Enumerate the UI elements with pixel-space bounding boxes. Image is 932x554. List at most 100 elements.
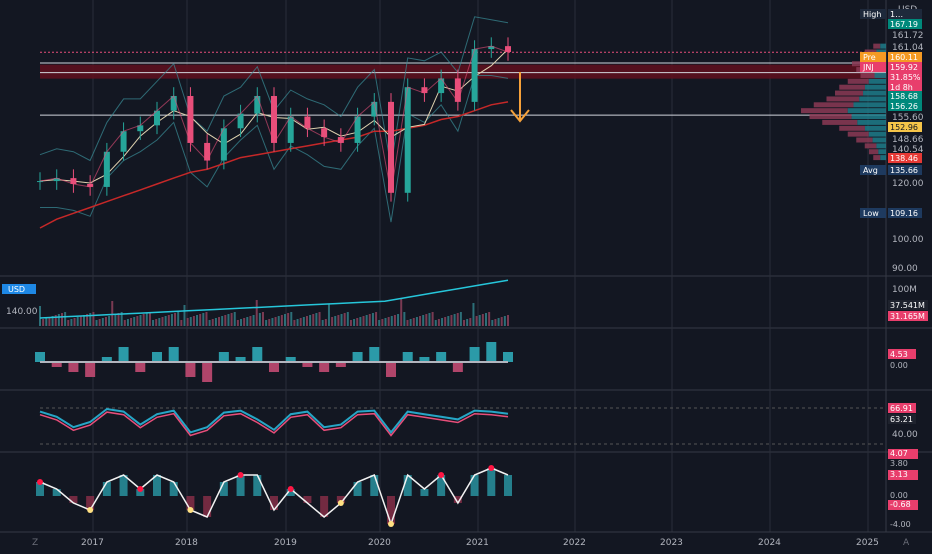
macd-histogram-bar	[285, 357, 296, 362]
price-badge-tag: Pre	[863, 53, 876, 62]
price-badge-bg	[888, 101, 922, 111]
volume-tick-label: 100M	[892, 285, 917, 295]
macd-histogram-bar	[486, 342, 497, 362]
osc-signal-dot	[337, 500, 344, 506]
price-badge-value: 135.66	[890, 166, 918, 175]
osc-bar	[504, 475, 512, 496]
price-tick-label: 148.66	[892, 135, 924, 145]
macd-histogram-bar	[302, 362, 313, 367]
macd-histogram-bar	[252, 347, 263, 362]
candle-body	[404, 87, 411, 193]
usd-badge-bg	[2, 284, 36, 294]
candle-body	[37, 181, 43, 183]
price-badge-tag: Avg	[863, 166, 878, 175]
macd-value-bg	[888, 349, 916, 359]
candle-body	[471, 49, 478, 102]
vp-bar-sell	[847, 78, 869, 84]
vp-bar-sell	[809, 114, 852, 120]
candle-body	[254, 96, 261, 114]
price-badge-value: 109.16	[890, 209, 918, 218]
osc-bar	[102, 482, 111, 496]
osc-value-bg	[888, 449, 918, 459]
corner-right: A	[903, 538, 910, 548]
osc-signal-dot	[237, 472, 244, 478]
time-label: 2025	[856, 538, 879, 548]
price-badge-tag: High	[863, 10, 881, 19]
vp-bar-buy	[876, 143, 886, 149]
vp-bar-buy	[880, 43, 886, 49]
vp-bar-sell	[873, 43, 881, 49]
corner-left: Z	[32, 538, 38, 548]
volume-value-bg	[888, 300, 928, 310]
candle-body	[488, 46, 495, 50]
vp-bar-sell	[864, 143, 877, 149]
zone-band	[40, 64, 886, 79]
macd-histogram-bar	[386, 362, 396, 377]
candle-body	[337, 137, 344, 143]
osc-bar	[437, 475, 446, 496]
osc-signal-dot	[287, 486, 294, 492]
candle-body	[421, 87, 428, 94]
macd-histogram-bar	[419, 357, 430, 362]
osc-bar	[336, 496, 345, 503]
osc-value-bg	[888, 470, 918, 480]
candle-body	[454, 78, 461, 102]
price-badge-bg	[888, 52, 922, 62]
stoch-value-2: 63.21	[890, 415, 913, 424]
osc-bar	[69, 496, 78, 503]
volume-pane	[39, 279, 509, 326]
osc-value: 0.00	[890, 491, 908, 500]
vp-bar-buy	[868, 78, 886, 84]
vp-bar-buy	[863, 90, 886, 96]
candle-body	[287, 116, 294, 143]
candle-body	[120, 131, 127, 152]
macd-histogram-bar	[335, 362, 346, 367]
osc-bar	[370, 475, 379, 496]
price-badge-tag-bg	[860, 62, 886, 72]
oscillator-pane	[36, 465, 512, 527]
osc-bar	[353, 482, 362, 496]
osc-bar	[86, 496, 95, 510]
vp-bar-buy	[859, 96, 886, 102]
vp-bar-buy	[857, 119, 886, 125]
macd-histogram-bar	[35, 352, 45, 362]
price-tick-label: 161.04	[892, 43, 924, 53]
stoch-value-bg	[888, 403, 916, 413]
vp-bar-sell	[801, 108, 848, 114]
band-lower	[40, 75, 509, 223]
macd-histogram-bar	[319, 362, 330, 372]
macd-value-2: 0.00	[890, 361, 908, 370]
grid	[92, 0, 869, 532]
macd-histogram-bar	[402, 352, 413, 362]
osc-signal-dot	[137, 486, 144, 492]
osc-value: -0.68	[890, 500, 911, 509]
osc-bar	[487, 468, 496, 496]
macd-histogram-bar	[51, 362, 62, 367]
candle-body	[170, 96, 177, 111]
vp-bar-sell	[873, 155, 881, 161]
usd-badge: USD	[8, 285, 25, 294]
candle-body	[53, 178, 60, 182]
price-badge-tag-bg	[860, 208, 886, 218]
price-badge-value: 167.19	[890, 20, 918, 29]
time-label: 2018	[175, 538, 198, 548]
macd-histogram-bar	[101, 357, 112, 362]
osc-bar	[303, 496, 312, 503]
candle-body	[371, 101, 378, 117]
macd-histogram-bar	[118, 347, 129, 362]
time-label: 2024	[758, 538, 781, 548]
vp-bar-sell	[822, 119, 858, 125]
time-axis[interactable]: 2017 2018 2019 2020 2021 2022 2023 2024 2025 Z A	[0, 531, 932, 548]
price-badge-tag: Low	[863, 209, 879, 218]
osc-bar	[253, 475, 262, 496]
price-tick-label: 140.54	[892, 145, 924, 155]
osc-bar	[119, 475, 128, 496]
stoch-value-1: 66.91	[890, 404, 913, 413]
vp-bar-buy	[872, 137, 886, 143]
vp-bar-buy	[864, 125, 886, 131]
time-label: 2019	[274, 538, 297, 548]
vp-bar-sell	[813, 102, 854, 108]
